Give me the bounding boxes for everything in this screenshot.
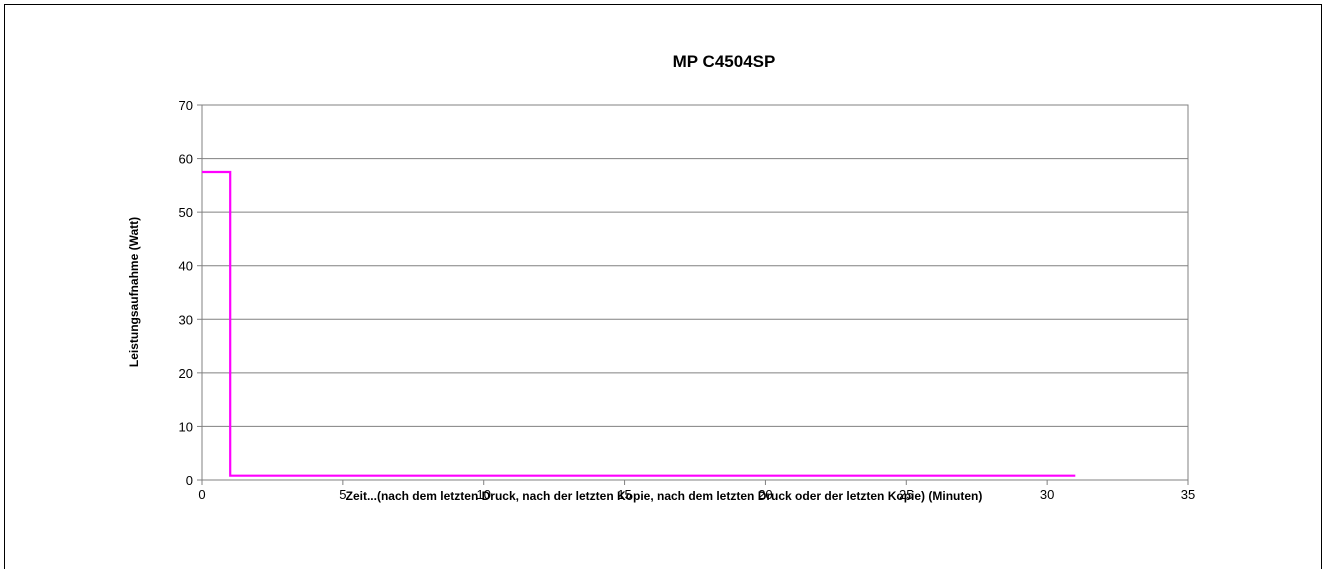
series-layer xyxy=(202,170,1076,477)
y-tick-label-50: 50 xyxy=(179,205,193,220)
x-tick-label-25: 25 xyxy=(899,487,913,502)
plot-area xyxy=(201,104,1189,481)
series-line-0 xyxy=(202,170,1076,477)
y-tick-label-40: 40 xyxy=(179,259,193,274)
y-tick-label-70: 70 xyxy=(179,98,193,113)
gridlines xyxy=(202,158,1188,427)
chart-title: MP C4504SP xyxy=(673,52,776,71)
x-tick-label-35: 35 xyxy=(1181,487,1195,502)
x-tick-label-0: 0 xyxy=(198,487,205,502)
x-tick-label-30: 30 xyxy=(1040,487,1054,502)
y-tick-label-60: 60 xyxy=(179,152,193,167)
x-tick-label-20: 20 xyxy=(758,487,772,502)
y-axis-label: Leistungsaufnahme (Watt) xyxy=(127,217,141,367)
x-axis-label: Zeit...(nach dem letzten Druck, nach der… xyxy=(346,489,983,503)
y-axis: 0 10 20 30 40 50 60 70 xyxy=(179,98,202,488)
y-tick-label-20: 20 xyxy=(179,366,193,381)
x-tick-label-15: 15 xyxy=(617,487,631,502)
x-tick-label-10: 10 xyxy=(476,487,490,502)
y-tick-label-10: 10 xyxy=(179,419,193,434)
x-tick-label-5: 5 xyxy=(339,487,346,502)
x-axis: 0 5 10 15 20 25 30 35 xyxy=(198,480,1195,502)
y-tick-label-30: 30 xyxy=(179,312,193,327)
y-tick-label-0: 0 xyxy=(186,473,193,488)
